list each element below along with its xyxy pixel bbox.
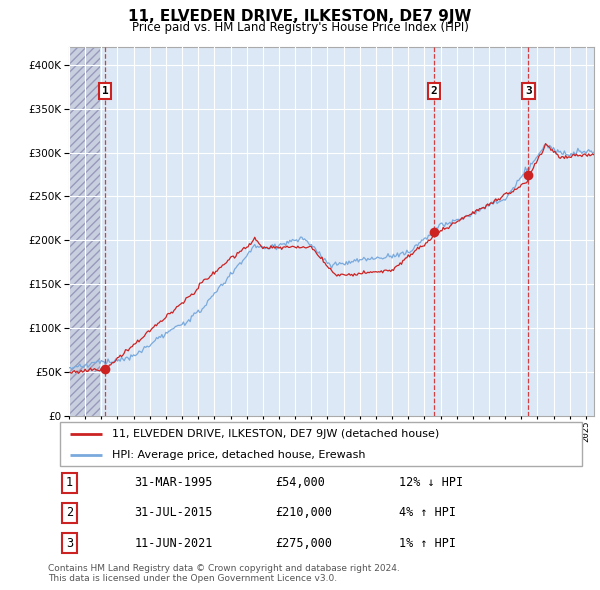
Text: 11-JUN-2021: 11-JUN-2021 bbox=[134, 537, 213, 550]
Text: 12% ↓ HPI: 12% ↓ HPI bbox=[399, 476, 463, 489]
Text: 2: 2 bbox=[430, 86, 437, 96]
Text: 31-JUL-2015: 31-JUL-2015 bbox=[134, 506, 213, 519]
Bar bbox=[69, 47, 100, 416]
Text: 3: 3 bbox=[66, 537, 73, 550]
Text: £210,000: £210,000 bbox=[275, 506, 332, 519]
Text: 1% ↑ HPI: 1% ↑ HPI bbox=[399, 537, 456, 550]
Text: 1: 1 bbox=[102, 86, 109, 96]
Text: 2: 2 bbox=[66, 506, 73, 519]
Text: Price paid vs. HM Land Registry's House Price Index (HPI): Price paid vs. HM Land Registry's House … bbox=[131, 21, 469, 34]
Text: 4% ↑ HPI: 4% ↑ HPI bbox=[399, 506, 456, 519]
Text: 11, ELVEDEN DRIVE, ILKESTON, DE7 9JW (detached house): 11, ELVEDEN DRIVE, ILKESTON, DE7 9JW (de… bbox=[112, 430, 439, 439]
Text: £275,000: £275,000 bbox=[275, 537, 332, 550]
Text: 3: 3 bbox=[525, 86, 532, 96]
Text: £54,000: £54,000 bbox=[275, 476, 325, 489]
Text: 11, ELVEDEN DRIVE, ILKESTON, DE7 9JW: 11, ELVEDEN DRIVE, ILKESTON, DE7 9JW bbox=[128, 9, 472, 24]
Text: Contains HM Land Registry data © Crown copyright and database right 2024.
This d: Contains HM Land Registry data © Crown c… bbox=[48, 563, 400, 583]
FancyBboxPatch shape bbox=[60, 422, 582, 466]
Text: HPI: Average price, detached house, Erewash: HPI: Average price, detached house, Erew… bbox=[112, 450, 366, 460]
Text: 31-MAR-1995: 31-MAR-1995 bbox=[134, 476, 213, 489]
Text: 1: 1 bbox=[66, 476, 73, 489]
